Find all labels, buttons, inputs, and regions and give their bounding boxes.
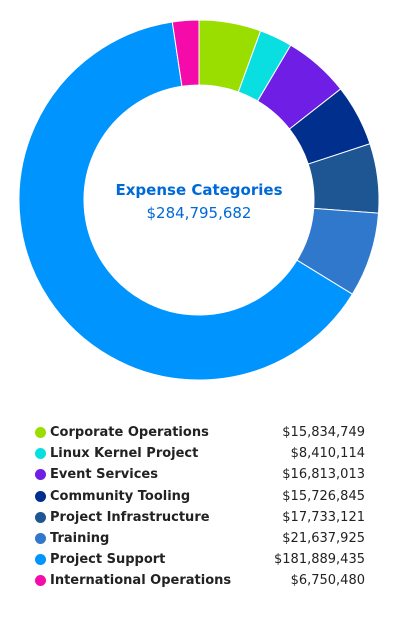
slice-project-support[interactable] xyxy=(18,21,354,381)
legend-value: $21,637,925 xyxy=(282,531,365,547)
legend: Corporate Operations $15,834,749 Linux Ker… xyxy=(35,422,365,592)
legend-item-event-services[interactable]: Event Services $16,813,013 xyxy=(35,464,365,485)
legend-label: Event Services xyxy=(50,467,158,483)
legend-label: Corporate Operations xyxy=(50,425,209,441)
legend-swatch xyxy=(35,533,46,545)
legend-item-international-operations[interactable]: International Operations $6,750,480 xyxy=(35,570,365,591)
legend-value: $15,834,749 xyxy=(282,425,365,441)
legend-swatch xyxy=(35,575,46,587)
legend-value: $16,813,013 xyxy=(282,467,365,483)
legend-item-project-infrastructure[interactable]: Project Infrastructure $17,733,121 xyxy=(35,507,365,528)
donut-slices xyxy=(18,19,380,381)
slice-international-operations[interactable] xyxy=(171,19,200,87)
legend-swatch xyxy=(35,554,46,566)
legend-value: $17,733,121 xyxy=(282,509,365,525)
legend-label: International Operations xyxy=(50,573,232,589)
legend-item-project-support[interactable]: Project Support $181,889,435 xyxy=(35,549,365,570)
legend-swatch xyxy=(35,469,46,481)
legend-swatch xyxy=(35,448,46,460)
chart-title: Expense Categories xyxy=(116,181,283,199)
legend-label: Community Tooling xyxy=(50,488,191,504)
legend-swatch xyxy=(35,490,46,502)
chart-total: $284,795,682 xyxy=(147,204,252,222)
legend-value: $15,726,845 xyxy=(282,488,365,504)
legend-label: Project Support xyxy=(50,552,166,568)
legend-value: $8,410,114 xyxy=(290,446,365,462)
legend-swatch xyxy=(35,511,46,523)
legend-label: Linux Kernel Project xyxy=(50,446,199,462)
legend-item-community-tooling[interactable]: Community Tooling $15,726,845 xyxy=(35,486,365,507)
legend-item-corporate-operations[interactable]: Corporate Operations $15,834,749 xyxy=(35,422,365,443)
legend-item-linux-kernel-project[interactable]: Linux Kernel Project $8,410,114 xyxy=(35,443,365,464)
legend-value: $6,750,480 xyxy=(290,573,365,589)
legend-swatch xyxy=(35,427,46,439)
legend-item-training[interactable]: Training $21,637,925 xyxy=(35,528,365,549)
legend-label: Training xyxy=(50,531,110,547)
legend-value: $181,889,435 xyxy=(274,552,365,568)
legend-label: Project Infrastructure xyxy=(50,509,210,525)
donut-chart: Expense Categories $284,795,682 xyxy=(18,19,380,381)
